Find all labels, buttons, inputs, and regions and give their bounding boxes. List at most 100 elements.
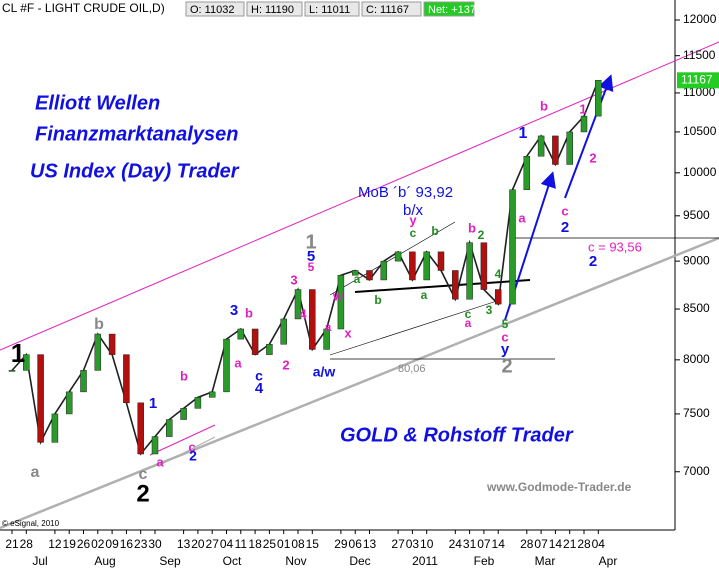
channel-line xyxy=(149,424,216,456)
wave-label: a/w xyxy=(313,364,336,380)
candle xyxy=(423,251,430,281)
candle xyxy=(65,391,73,415)
candle xyxy=(523,155,531,190)
wave-label: 2 xyxy=(189,448,197,464)
y-tick-label: 10500 xyxy=(683,124,717,138)
x-tick-label: 04 xyxy=(220,537,234,551)
wave-label: c xyxy=(188,439,195,454)
wave-label: 1 xyxy=(579,101,586,116)
ohlc-value: Net: +137 xyxy=(428,4,476,16)
x-tick-label: 10 xyxy=(420,537,434,551)
wave-label: 2 xyxy=(136,480,149,507)
title: GOLD & Rohstoff Trader xyxy=(340,424,574,446)
annotation: c = 93,56 xyxy=(588,239,642,254)
wave-label: 3 xyxy=(230,302,238,319)
x-tick-label: 27 xyxy=(391,537,405,551)
candle xyxy=(23,354,30,371)
wave-label: a xyxy=(465,316,472,330)
candle xyxy=(94,333,102,371)
ohlc-box xyxy=(246,1,303,17)
wave-label: y xyxy=(501,341,510,358)
title: Elliott Wellen xyxy=(35,92,160,114)
ohlc-box xyxy=(361,1,422,17)
candle xyxy=(509,189,516,305)
candle xyxy=(566,131,573,165)
x-tick-label: 09 xyxy=(105,537,119,551)
copyright: © eSignal, 2010 xyxy=(2,519,60,528)
channel-line xyxy=(159,436,216,466)
wave-label: b xyxy=(431,224,438,238)
ohlc-value: O: 11032 xyxy=(190,4,234,16)
y-tick-label: 8500 xyxy=(683,301,710,315)
wave-label: a xyxy=(234,355,242,370)
wave-label: 5 xyxy=(308,260,315,274)
candle xyxy=(123,354,130,404)
x-tick-label: 03 xyxy=(406,537,420,551)
wave-label: b xyxy=(540,98,548,113)
x-tick-label: 21 xyxy=(563,537,577,551)
candle xyxy=(8,370,16,372)
wave-label: 4 xyxy=(495,267,502,281)
month-label: Sep xyxy=(159,554,181,568)
channel-line xyxy=(329,299,501,356)
candle xyxy=(137,402,144,455)
month-label: 2011 xyxy=(412,554,438,568)
x-tick-label: 07 xyxy=(477,537,491,551)
wave-label: c xyxy=(410,226,417,240)
ohlc-value: C: 11167 xyxy=(366,4,409,16)
x-tick-label: 01 xyxy=(277,537,291,551)
candle xyxy=(180,408,187,420)
candle xyxy=(537,135,545,157)
x-tick-label: 24 xyxy=(449,537,463,551)
x-tick-label: 08 xyxy=(291,537,305,551)
wave-label: a xyxy=(31,464,40,481)
source: www.Godmode-Trader.de xyxy=(486,480,632,494)
wave-label: b xyxy=(245,305,253,320)
x-tick-label: 23 xyxy=(134,537,148,551)
wave-label: c xyxy=(561,203,568,218)
wave-label: a xyxy=(325,320,332,334)
candle xyxy=(166,419,173,437)
x-tick-label: 31 xyxy=(463,537,477,551)
y-tick-label: 9000 xyxy=(683,253,710,267)
y-tick-label: 10000 xyxy=(683,165,717,179)
x-tick-label: 13 xyxy=(177,537,191,551)
x-tick-label: 19 xyxy=(63,537,77,551)
x-tick-label: 27 xyxy=(206,537,220,551)
wave-label: 1 xyxy=(519,125,528,142)
candle xyxy=(452,270,459,300)
x-tick-label: 26 xyxy=(77,537,91,551)
candle xyxy=(237,328,245,340)
y-tick-label: 11500 xyxy=(683,48,716,62)
wave-label: 5 xyxy=(502,317,509,331)
x-tick-label: 25 xyxy=(263,537,277,551)
candle xyxy=(409,251,416,281)
candle xyxy=(280,318,287,345)
title: US Index (Day) Trader xyxy=(30,160,240,182)
x-tick-label: 07 xyxy=(534,537,548,551)
wave-label: 2 xyxy=(478,228,485,242)
month-label: Nov xyxy=(285,554,306,568)
y-tick-label: 9500 xyxy=(683,208,710,222)
month-label: Jul xyxy=(32,554,47,568)
candle xyxy=(294,289,302,320)
candle xyxy=(223,338,230,393)
candle xyxy=(323,328,330,350)
month-label: Oct xyxy=(223,554,242,568)
x-tick-label: 02 xyxy=(91,537,105,551)
annotation: 80,06 xyxy=(398,363,426,375)
candle xyxy=(108,333,116,355)
candle xyxy=(394,251,402,262)
ohlc-box xyxy=(304,1,360,17)
candle xyxy=(194,397,202,409)
y-tick-label: 12000 xyxy=(683,12,717,26)
wave-label: 3 xyxy=(290,272,297,287)
x-tick-label: 14 xyxy=(549,537,563,551)
ohlc-value: L: 11011 xyxy=(309,4,350,16)
last-value-label: 11167 xyxy=(681,72,713,86)
candle xyxy=(466,242,473,300)
y-tick-label: 8000 xyxy=(683,352,710,366)
wave-label: a xyxy=(354,272,361,286)
annotation: MoB ´b´ 93,92 xyxy=(358,184,453,201)
title: Finanzmarktanalysen xyxy=(35,123,238,145)
